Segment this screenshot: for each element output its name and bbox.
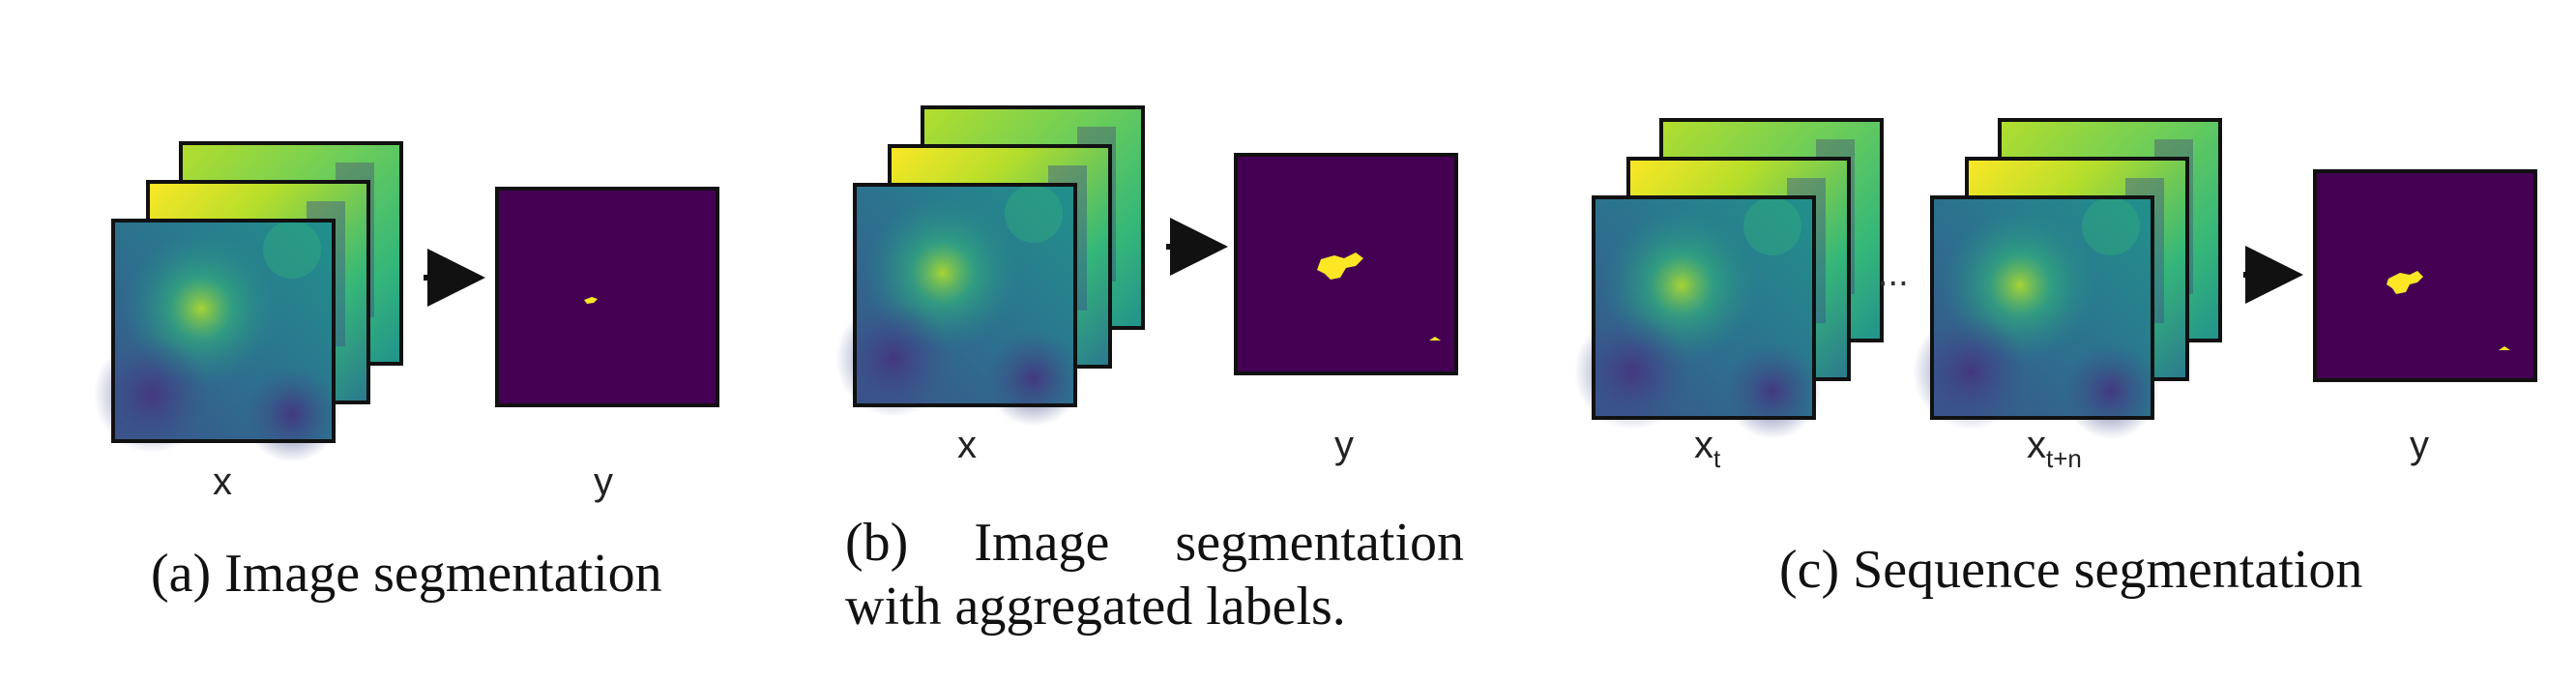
panel-b-output-label: y [1334,424,1354,466]
panel-c-input-stack-first [1572,118,1884,441]
panel-b-input-stack [834,105,1145,429]
panel-a-caption: (a) Image segmentation [151,544,662,604]
panel-a-output-mask [495,187,719,407]
panel-c-caption: (c) Sequence segmentation [1779,540,2363,600]
panel-c-ellipsis: ... [1878,253,1909,294]
panel-b-fire-region-small [1429,337,1441,341]
panel-a-input-label: x [213,460,232,503]
panel-c-output-mask [2313,169,2537,382]
panel-c-fire-region [2386,271,2423,294]
panel-c-input-label-first: xt [1694,424,1721,473]
panel-b-caption: (b) Image segmentation with aggregated l… [845,513,1464,637]
panel-c-input-stack-last [1911,118,2222,441]
panel-a-input-stack [92,141,403,464]
panel-c-fire-region-small [2499,346,2510,350]
panel-c-input-label-last: xt+n [2027,424,2082,473]
panel-a-output-label: y [594,460,613,503]
panel-b-fire-region [1317,252,1363,280]
panel-a-fire-region [584,297,598,304]
panel-c-output-label: y [2410,424,2429,466]
panel-b-input-label: x [957,424,977,466]
panel-b-output-mask [1234,153,1458,375]
